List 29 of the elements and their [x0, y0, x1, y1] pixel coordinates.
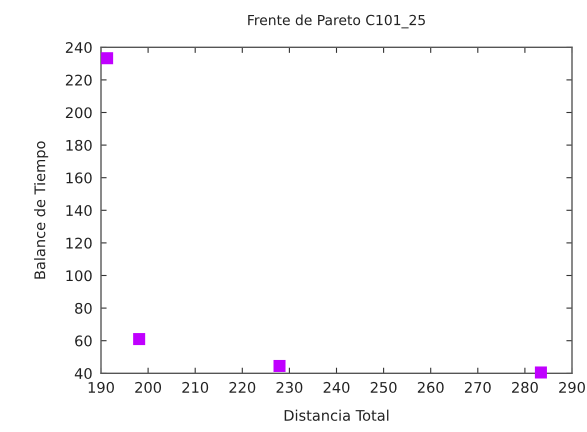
x-tick-label: 250 — [370, 382, 397, 393]
point — [133, 333, 146, 346]
x-tick-label: 210 — [182, 382, 208, 393]
point — [534, 366, 547, 378]
y-tick-label: 120 — [66, 238, 92, 249]
y-tick-label: 220 — [66, 74, 92, 86]
x-tick-label: 290 — [559, 382, 585, 393]
x-tick-label: 200 — [135, 382, 162, 393]
x-tick-label: 280 — [512, 382, 538, 393]
x-tick-label: 260 — [418, 382, 444, 393]
point — [101, 52, 114, 64]
y-tick-label: 240 — [66, 42, 92, 54]
y-tick-label: 100 — [66, 270, 92, 282]
x-tick-label: 270 — [464, 382, 491, 393]
y-tick-label: 60 — [75, 335, 92, 346]
x-axis-title: Distancia Total — [284, 410, 388, 421]
y-tick-label: 40 — [74, 368, 92, 380]
x-tick-label: 230 — [276, 382, 302, 393]
point — [273, 360, 286, 372]
y-tick-label: 140 — [66, 205, 92, 216]
y-tick-label: 160 — [66, 172, 92, 184]
x-tick-label: 240 — [324, 382, 350, 393]
y-tick-label: 200 — [66, 107, 92, 118]
x-tick-label: 220 — [229, 382, 256, 393]
x-tick-label: 190 — [88, 382, 114, 393]
y-tick-label: 180 — [66, 140, 92, 151]
y-axis-title: Balance de Tiempo — [34, 141, 48, 279]
y-tick-label: 80 — [75, 302, 92, 314]
chart-title: Frente de Pareto C101_25 — [248, 14, 425, 28]
